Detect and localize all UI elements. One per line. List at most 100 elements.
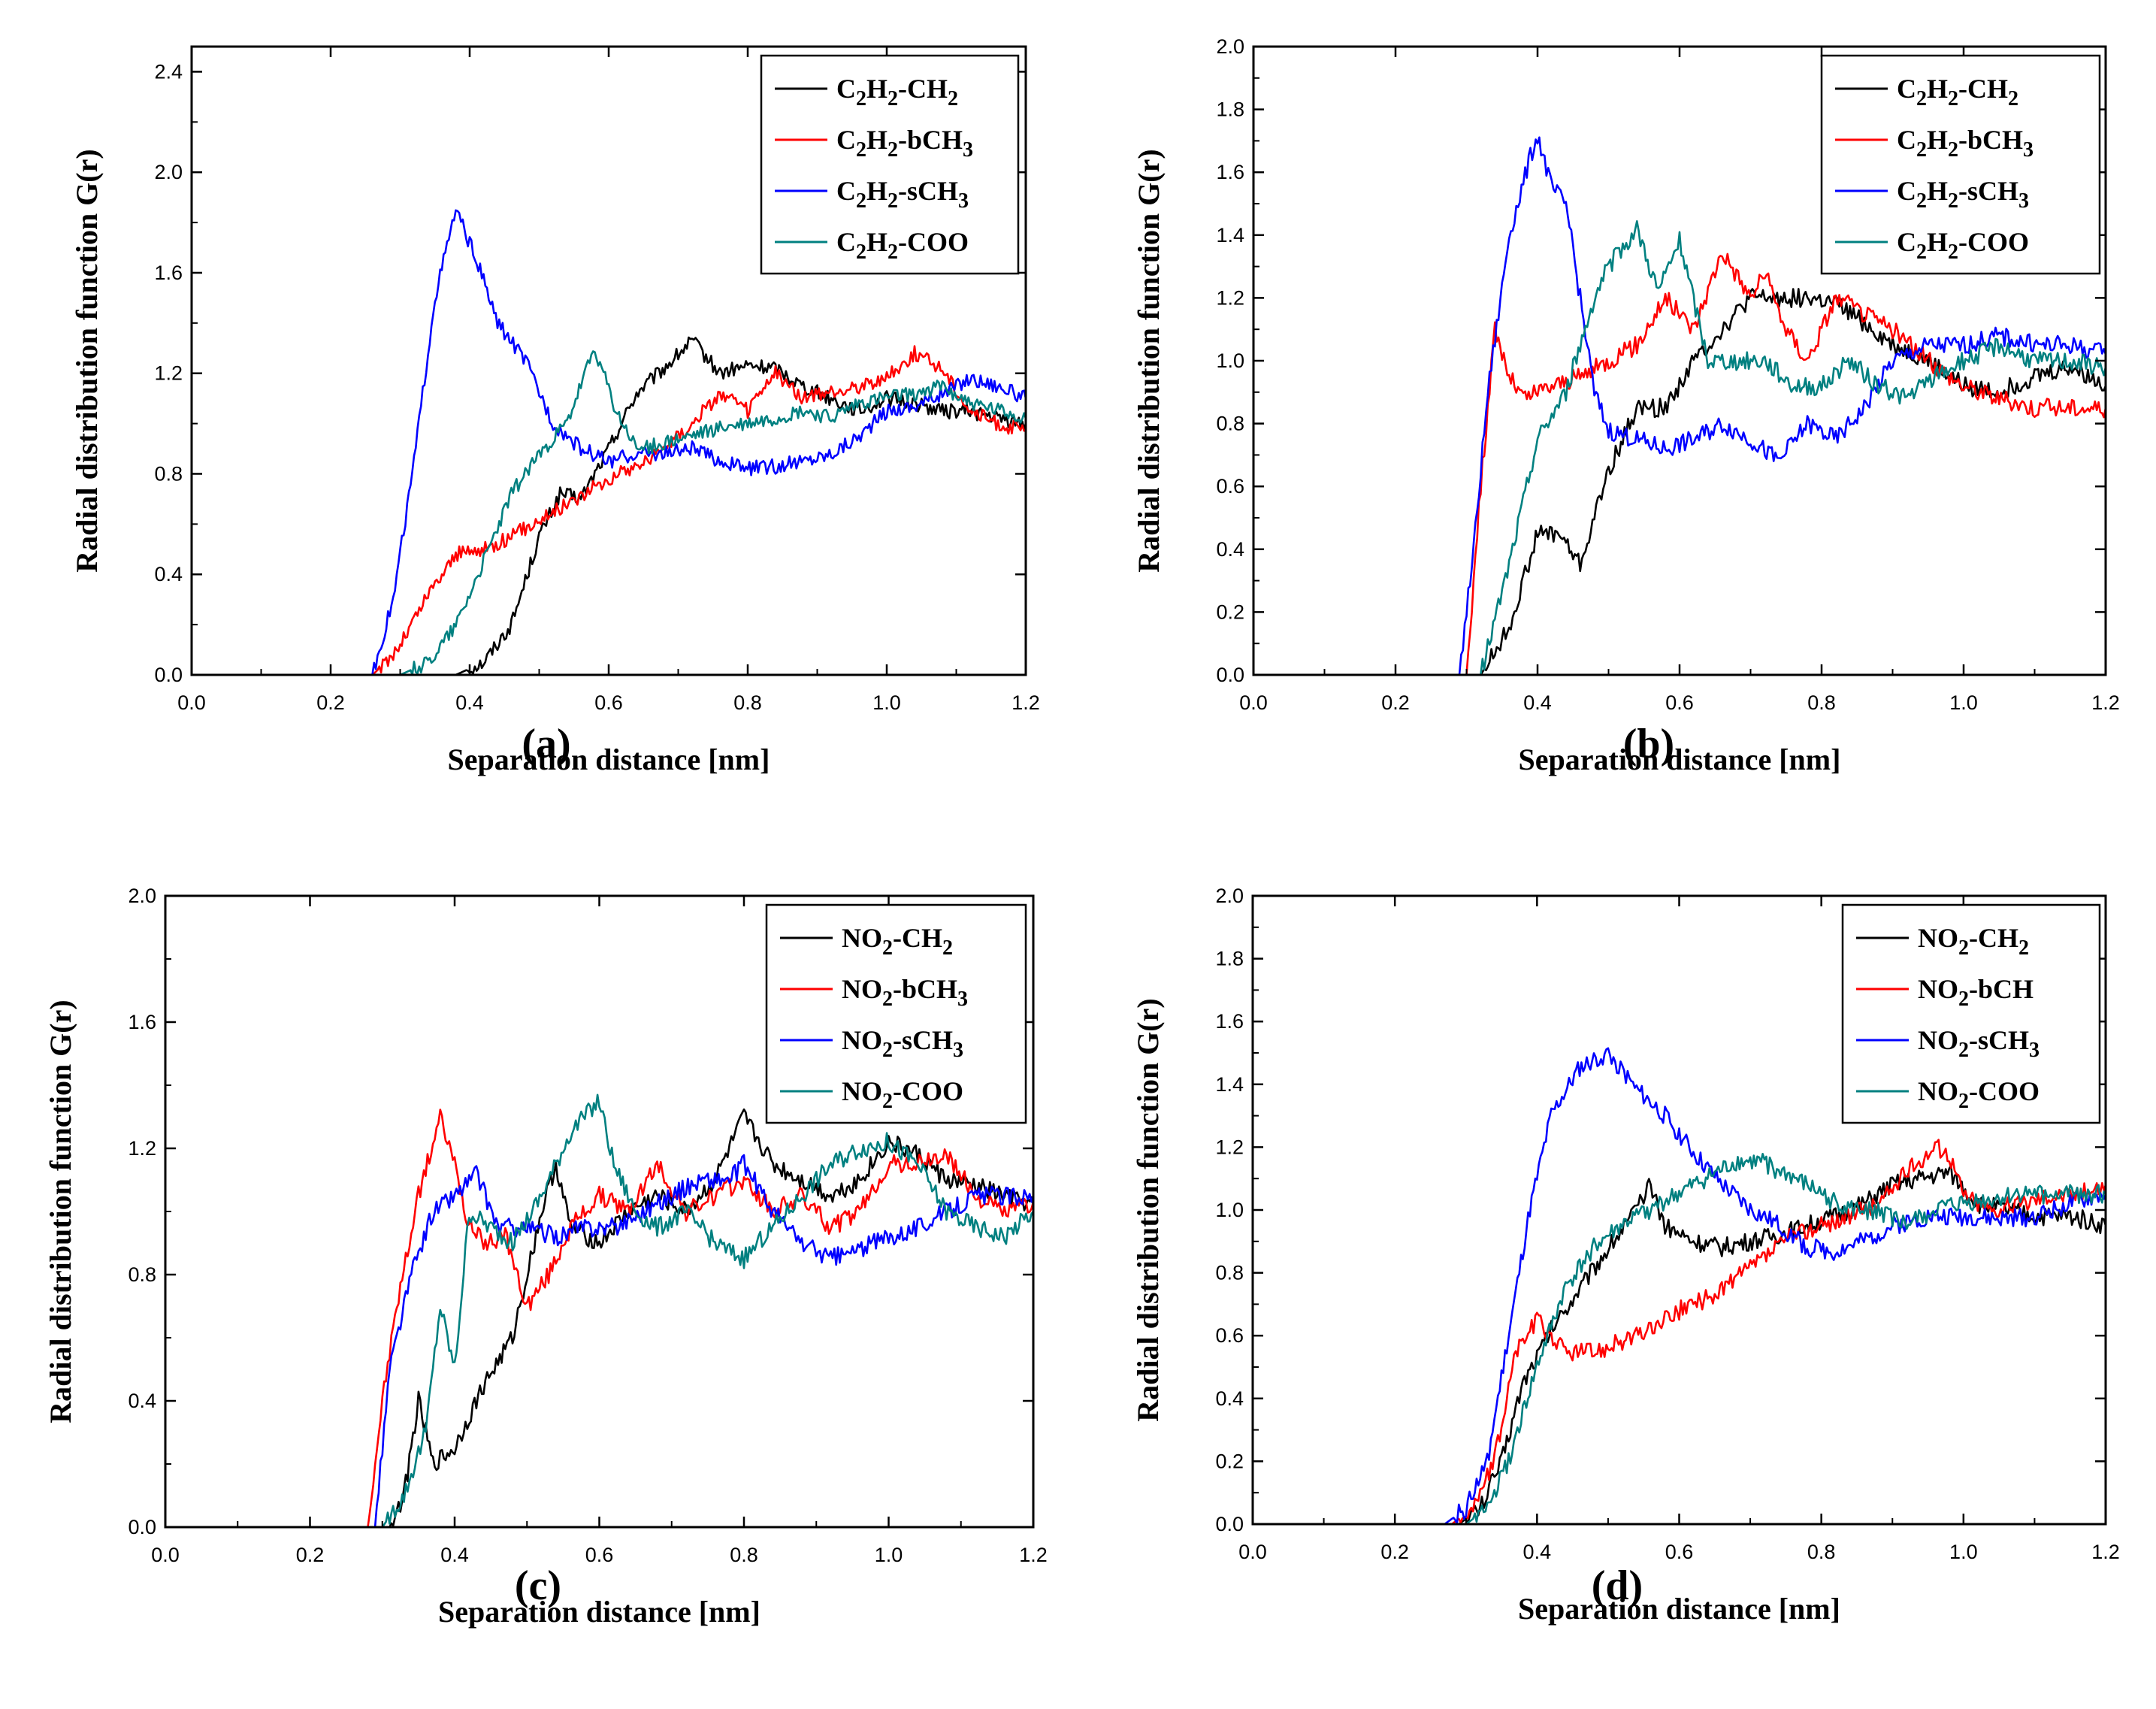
legend-text-part: -COO — [1969, 1076, 2040, 1106]
y-tick-label: 0.6 — [1216, 475, 1244, 498]
x-tick-label: 1.2 — [2091, 691, 2120, 714]
legend-label-C2H2-CH2: C2H2-CH2 — [1897, 74, 2018, 110]
legend-label-C2H2-sCH3: C2H2-sCH3 — [836, 176, 969, 213]
legend-label-NO2-bCH3: NO2-bCH3 — [842, 974, 968, 1011]
y-tick-label: 0.8 — [154, 462, 183, 485]
legend-label-NO2-bCH: NO2-bCH — [1918, 974, 2034, 1011]
legend-subscript: 2 — [882, 988, 893, 1011]
legend-subscript: 2 — [1948, 138, 1958, 162]
x-tick-label: 0.6 — [1665, 1541, 1694, 1563]
y-tick-label: 1.6 — [128, 1011, 156, 1033]
legend-subscript: 2 — [1948, 189, 1958, 213]
legend-text-part: C — [1897, 74, 1916, 104]
chart-panel-3: 0.0 0.2 0.4 0.6 0.8 1.0 1.2 0.0 0.4 0.8 1.2 1.6 2.0 S… — [44, 885, 1048, 1629]
y-axis-title: Radial distribution function G(r) — [70, 149, 104, 572]
x-tick-label: 0.0 — [1238, 1541, 1267, 1563]
x-tick-label: 0.8 — [1807, 1541, 1836, 1563]
x-axis-title: Separation distance [nm] — [1519, 743, 1841, 776]
x-tick-label: 0.8 — [730, 1544, 758, 1566]
y-tick-label: 0.2 — [1216, 600, 1244, 623]
x-tick-label: 1.2 — [2091, 1541, 2120, 1563]
chart-panel-2: 0.0 0.2 0.4 0.6 0.8 1.0 1.2 0.0 0.2 0.4 0.6 0.8 1.0 1… — [1132, 35, 2120, 776]
legend-text-part: NO — [1918, 1025, 1958, 1055]
legend-subscript: 2 — [1958, 1039, 1969, 1062]
y-tick-label: 1.2 — [1216, 286, 1244, 309]
panel-label: (d) — [1592, 1562, 1643, 1609]
x-tick-label: 0.2 — [1380, 1541, 1409, 1563]
legend-text-part: C — [1897, 176, 1916, 206]
legend-subscript: 3 — [2029, 1039, 2040, 1062]
legend-subscript: 2 — [882, 1090, 893, 1113]
legend-subscript: 2 — [948, 87, 958, 110]
y-tick-label: 1.6 — [154, 262, 183, 284]
legend-text-part: -COO — [1958, 227, 2029, 257]
legend-text-part: -bCH — [1969, 974, 2034, 1004]
legend-subscript: 2 — [882, 936, 893, 960]
legend-subscript: 3 — [957, 988, 968, 1011]
chart-panel-4: 0.0 0.2 0.4 0.6 0.8 1.0 1.2 0.0 0.2 0.4 0.6 0.8 1.0 1… — [1131, 885, 2120, 1626]
legend-label-C2H2-CH2: C2H2-CH2 — [836, 74, 958, 110]
legend-subscript: 3 — [963, 138, 973, 162]
legend-subscript: 2 — [856, 87, 866, 110]
legend-subscript: 2 — [1916, 189, 1927, 213]
x-tick-label: 0.0 — [151, 1544, 180, 1566]
x-tick-label: 1.0 — [875, 1544, 903, 1566]
legend-text-part: H — [866, 74, 887, 104]
y-tick-label: 0.4 — [1216, 538, 1244, 561]
legend-text-part: H — [866, 125, 887, 155]
legend-text-part: -bCH — [893, 974, 957, 1004]
y-tick-label: 0.0 — [154, 664, 183, 686]
legend-subscript: 2 — [1958, 1090, 1969, 1113]
legend-label-C2H2-bCH3: C2H2-bCH3 — [1897, 125, 2034, 162]
legend-text-part: -CH — [898, 74, 948, 104]
y-tick-label: 0.0 — [1216, 664, 1244, 686]
x-tick-label: 0.8 — [733, 691, 762, 714]
legend-text-part: NO — [1918, 923, 1958, 953]
legend-text-part: -CH — [1969, 923, 2018, 953]
legend-text-part: H — [866, 176, 887, 206]
legend-text-part: H — [1927, 176, 1948, 206]
x-tick-label: 1.0 — [1949, 691, 1978, 714]
series-line-NO2-bCH — [1253, 1139, 2107, 1526]
y-tick-label: 0.4 — [128, 1390, 156, 1412]
y-tick-label: 0.0 — [1215, 1513, 1244, 1535]
legend-subscript: 2 — [887, 138, 898, 162]
legend-subscript: 2 — [2018, 936, 2029, 960]
series-line-NO2-CH2 — [165, 1108, 1035, 1529]
x-axis-title: Separation distance [nm] — [438, 1595, 760, 1629]
legend-text-part: H — [866, 227, 887, 257]
series-line-C2H2-COO — [192, 350, 1027, 676]
legend-box — [1841, 903, 2101, 1124]
legend-box — [760, 54, 1020, 275]
x-tick-label: 1.2 — [1011, 691, 1040, 714]
y-tick-label: 0.8 — [128, 1263, 156, 1286]
legend-label-NO2-CH2: NO2-CH2 — [842, 923, 953, 960]
y-tick-label: 2.0 — [154, 161, 183, 183]
y-tick-label: 1.6 — [1216, 161, 1244, 183]
series-line-NO2-COO — [165, 1093, 1035, 1529]
x-tick-label: 0.2 — [1381, 691, 1410, 714]
legend-text-part: -CH — [893, 923, 942, 953]
x-tick-label: 1.2 — [1019, 1544, 1048, 1566]
y-tick-label: 1.6 — [1215, 1010, 1244, 1033]
x-axis-title: Separation distance [nm] — [1518, 1592, 1840, 1626]
y-tick-label: 0.4 — [154, 563, 183, 585]
y-tick-label: 1.2 — [1215, 1136, 1244, 1158]
x-tick-label: 0.4 — [1523, 691, 1552, 714]
x-axis-title: Separation distance [nm] — [448, 743, 770, 776]
y-tick-label: 0.4 — [1215, 1387, 1244, 1410]
legend-subscript: 2 — [942, 936, 953, 960]
legend-text-part: H — [1927, 227, 1948, 257]
y-tick-label: 1.4 — [1216, 224, 1244, 247]
legend-text-part: C — [836, 125, 856, 155]
legend-text-part: H — [1927, 74, 1948, 104]
series-line-C2H2-bCH3 — [1253, 253, 2107, 676]
legend-label-C2H2-COO: C2H2-COO — [836, 227, 969, 264]
y-tick-label: 0.8 — [1216, 413, 1244, 435]
y-tick-label: 0.6 — [1215, 1324, 1244, 1347]
panel-label: (a) — [522, 721, 570, 767]
legend-text-part: C — [836, 227, 856, 257]
legend-label-NO2-sCH3: NO2-sCH3 — [1918, 1025, 2040, 1062]
x-tick-label: 0.4 — [1523, 1541, 1552, 1563]
